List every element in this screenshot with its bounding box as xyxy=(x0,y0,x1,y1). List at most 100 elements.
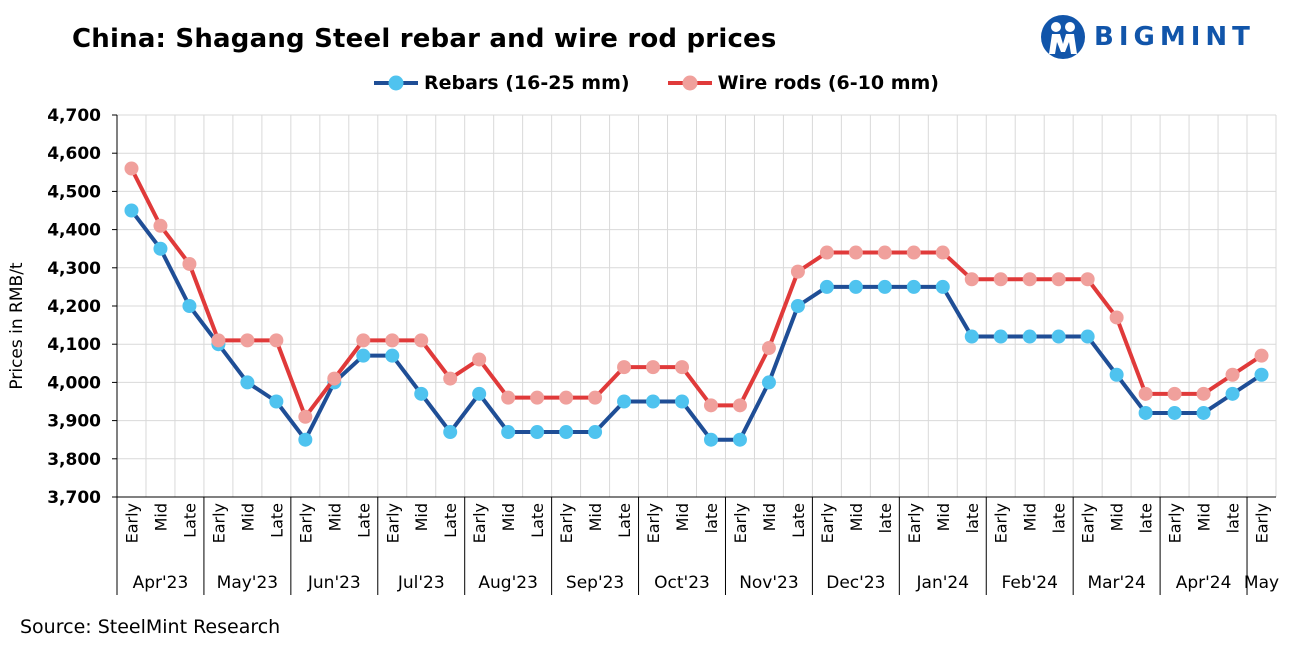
data-point xyxy=(761,341,776,356)
month-label: Dec'23 xyxy=(826,573,885,593)
y-tick-label: 4,000 xyxy=(47,373,101,393)
data-point xyxy=(1254,367,1269,382)
data-point xyxy=(761,375,776,390)
x-tick-label: Mid xyxy=(760,503,779,531)
month-label: Jun'23 xyxy=(307,573,361,593)
data-point xyxy=(819,279,834,294)
data-point xyxy=(1109,367,1124,382)
data-point xyxy=(356,333,371,348)
data-point xyxy=(530,390,545,405)
y-tick-label: 4,100 xyxy=(47,335,101,355)
data-point xyxy=(501,390,516,405)
y-tick-label: 4,600 xyxy=(47,144,101,164)
x-tick-label: Early xyxy=(470,503,489,543)
data-point xyxy=(1225,367,1240,382)
y-tick-label: 4,700 xyxy=(47,106,101,126)
data-point xyxy=(1254,348,1269,363)
x-tick-label: late xyxy=(702,503,721,533)
x-tick-label: Early xyxy=(122,503,141,543)
data-point xyxy=(1138,386,1153,401)
data-point xyxy=(240,333,255,348)
data-point xyxy=(559,425,574,440)
data-point xyxy=(1138,405,1153,420)
x-tick-label: Mid xyxy=(847,503,866,531)
series-rebars xyxy=(124,203,1269,447)
data-point xyxy=(385,348,400,363)
data-point xyxy=(269,394,284,409)
month-label: Nov'23 xyxy=(739,573,798,593)
x-tick-label: Early xyxy=(296,503,315,543)
x-tick-label: Mid xyxy=(325,503,344,531)
series-line xyxy=(129,209,1263,442)
data-point xyxy=(1022,272,1037,287)
data-point xyxy=(472,386,487,401)
data-point xyxy=(1080,272,1095,287)
x-tick-label: Early xyxy=(731,503,750,543)
data-point xyxy=(906,279,921,294)
y-tick-label: 4,500 xyxy=(47,182,101,202)
x-tick-label: Early xyxy=(818,503,837,543)
data-point xyxy=(1167,386,1182,401)
x-tick-label: late xyxy=(1224,503,1243,533)
bigmint-logo-text: BIGMINT xyxy=(1094,22,1255,52)
data-point xyxy=(356,348,371,363)
data-point xyxy=(790,264,805,279)
x-tick-label: Mid xyxy=(151,503,170,531)
data-point xyxy=(298,409,313,424)
legend-label-rebars: Rebars (16-25 mm) xyxy=(424,72,630,94)
x-tick-label: Late xyxy=(267,503,286,538)
y-tick-label: 3,900 xyxy=(47,412,101,432)
month-label: May xyxy=(1244,573,1279,593)
data-point xyxy=(269,333,284,348)
data-point xyxy=(124,161,139,176)
source-note: Source: SteelMint Research xyxy=(20,616,281,638)
x-tick-label: Late xyxy=(441,503,460,538)
data-point xyxy=(617,394,632,409)
data-point xyxy=(588,425,603,440)
x-tick-label: Late xyxy=(180,503,199,538)
x-tick-label: Late xyxy=(615,503,634,538)
data-point xyxy=(472,352,487,367)
x-tick-label: Mid xyxy=(238,503,257,531)
x-tick-label: Early xyxy=(992,503,1011,543)
y-tick-label: 3,700 xyxy=(47,488,101,508)
month-label: May'23 xyxy=(217,573,278,593)
legend-item-rebars: Rebars (16-25 mm) xyxy=(372,72,630,94)
month-label: Apr'23 xyxy=(133,573,189,593)
data-point xyxy=(675,394,690,409)
x-tick-label: Early xyxy=(383,503,402,543)
data-point xyxy=(1022,329,1037,344)
data-point xyxy=(1196,386,1211,401)
data-point xyxy=(646,394,661,409)
data-point xyxy=(1051,272,1066,287)
month-label: Oct'23 xyxy=(654,573,710,593)
month-label: Feb'24 xyxy=(1002,573,1058,593)
month-label: Sep'23 xyxy=(566,573,624,593)
chart-legend: Rebars (16-25 mm) Wire rods (6-10 mm) xyxy=(372,72,975,94)
data-point xyxy=(443,371,458,386)
data-point xyxy=(327,371,342,386)
data-point xyxy=(588,390,603,405)
data-point xyxy=(182,256,197,271)
data-point xyxy=(935,279,950,294)
x-tick-label: Early xyxy=(905,503,924,543)
data-point xyxy=(993,272,1008,287)
data-point xyxy=(819,245,834,260)
x-tick-label: Early xyxy=(1166,503,1185,543)
x-tick-label: Mid xyxy=(673,503,692,531)
data-point xyxy=(124,203,139,218)
data-point xyxy=(848,279,863,294)
x-tick-label: Mid xyxy=(586,503,605,531)
bigmint-logo-icon xyxy=(1041,15,1085,59)
data-point xyxy=(153,241,168,256)
data-point xyxy=(906,245,921,260)
data-point xyxy=(877,279,892,294)
month-label: Mar'24 xyxy=(1087,573,1145,593)
data-point xyxy=(1080,329,1095,344)
x-tick-label: Mid xyxy=(499,503,518,531)
x-tick-label: Mid xyxy=(934,503,953,531)
y-axis-label: Prices in RMB/t xyxy=(7,262,27,390)
data-point xyxy=(385,333,400,348)
x-tick-label: late xyxy=(1137,503,1156,533)
